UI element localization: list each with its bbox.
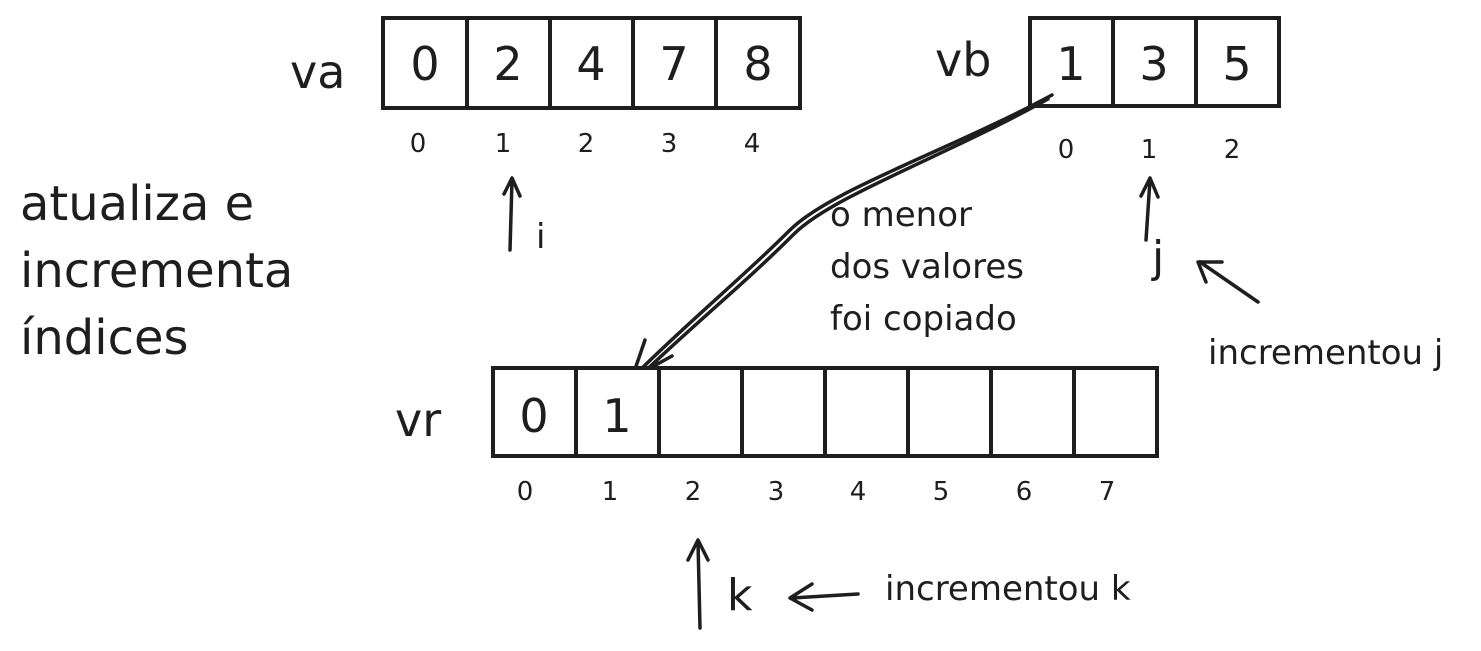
va-index-4: 4	[744, 129, 761, 159]
pointer-k-label: k	[727, 570, 753, 621]
pointer-i-label: i	[536, 217, 545, 257]
vr-index-0: 0	[517, 477, 534, 507]
va-cell-3: 7	[631, 16, 718, 110]
vr-cell-1: 1	[574, 366, 661, 458]
vr-cell-0: 0	[491, 366, 578, 458]
va-value-3: 7	[659, 37, 688, 91]
side-note-line-2: incrementa	[20, 243, 293, 299]
vr-cell-5	[906, 366, 993, 458]
vr-label: vr	[395, 393, 441, 447]
increment-j-note: incrementou j	[1208, 333, 1443, 373]
va-value-1: 2	[493, 37, 522, 91]
vb-cell-0: 1	[1028, 16, 1115, 108]
pointer-j-label: j	[1151, 232, 1164, 283]
increment-k-arrow-icon	[788, 582, 860, 612]
copy-note-line-3: foi copiado	[830, 299, 1017, 339]
va-value-4: 8	[743, 37, 772, 91]
vr-cell-6	[989, 366, 1076, 458]
vr-index-1: 1	[602, 477, 619, 507]
vr-indices: 0 1 2 3 4 5 6 7	[517, 477, 1116, 507]
vr-index-5: 5	[933, 477, 950, 507]
vr-index-3: 3	[768, 477, 785, 507]
vr-value-0: 0	[519, 389, 548, 443]
va-cell-4: 8	[714, 16, 802, 110]
copy-note-line-2: dos valores	[830, 247, 1024, 287]
increment-k-note: incrementou k	[885, 569, 1131, 609]
vb-indices: 0 1 2	[1058, 135, 1241, 165]
vb-index-1: 1	[1141, 135, 1158, 165]
vr-index-7: 7	[1099, 477, 1116, 507]
vb-value-1: 3	[1139, 37, 1168, 91]
side-note-line-3: índices	[20, 310, 189, 366]
vb-index-2: 2	[1224, 135, 1241, 165]
pointer-k-arrow-icon	[686, 538, 710, 630]
va-label: va	[290, 45, 345, 99]
vr-index-4: 4	[850, 477, 867, 507]
vr-index-2: 2	[685, 477, 702, 507]
pointer-i-arrow-icon	[502, 176, 522, 252]
va-cell-0: 0	[381, 16, 469, 110]
va-index-0: 0	[410, 129, 427, 159]
va-index-3: 3	[661, 129, 678, 159]
vb-cell-2: 5	[1194, 16, 1281, 108]
vr-value-1: 1	[602, 389, 631, 443]
vr-index-6: 6	[1016, 477, 1033, 507]
vr-cell-7	[1072, 366, 1159, 458]
vr-cell-3	[740, 366, 827, 458]
vb-label: vb	[935, 33, 991, 87]
va-cell-2: 4	[548, 16, 635, 110]
va-indices: 0 1 2 3 4	[410, 129, 761, 159]
vr-array: 0 1	[491, 366, 1159, 458]
vb-value-0: 1	[1056, 37, 1085, 91]
pointer-j-arrow-icon	[1139, 176, 1160, 242]
va-index-2: 2	[578, 129, 595, 159]
va-index-1: 1	[495, 129, 512, 159]
side-note-line-1: atualiza e	[20, 176, 254, 232]
vb-index-0: 0	[1058, 135, 1075, 165]
vb-array: 1 3 5	[1028, 16, 1281, 108]
va-cell-1: 2	[465, 16, 552, 110]
vr-cell-4	[823, 366, 910, 458]
copy-note-line-1: o menor	[830, 195, 972, 235]
vb-cell-1: 3	[1111, 16, 1198, 108]
vb-value-2: 5	[1222, 37, 1251, 91]
increment-j-arrow-icon	[1196, 260, 1260, 304]
va-array: 0 2 4 7 8	[381, 16, 802, 110]
va-value-2: 4	[576, 37, 605, 91]
va-value-0: 0	[410, 37, 439, 91]
vr-cell-2	[657, 366, 744, 458]
